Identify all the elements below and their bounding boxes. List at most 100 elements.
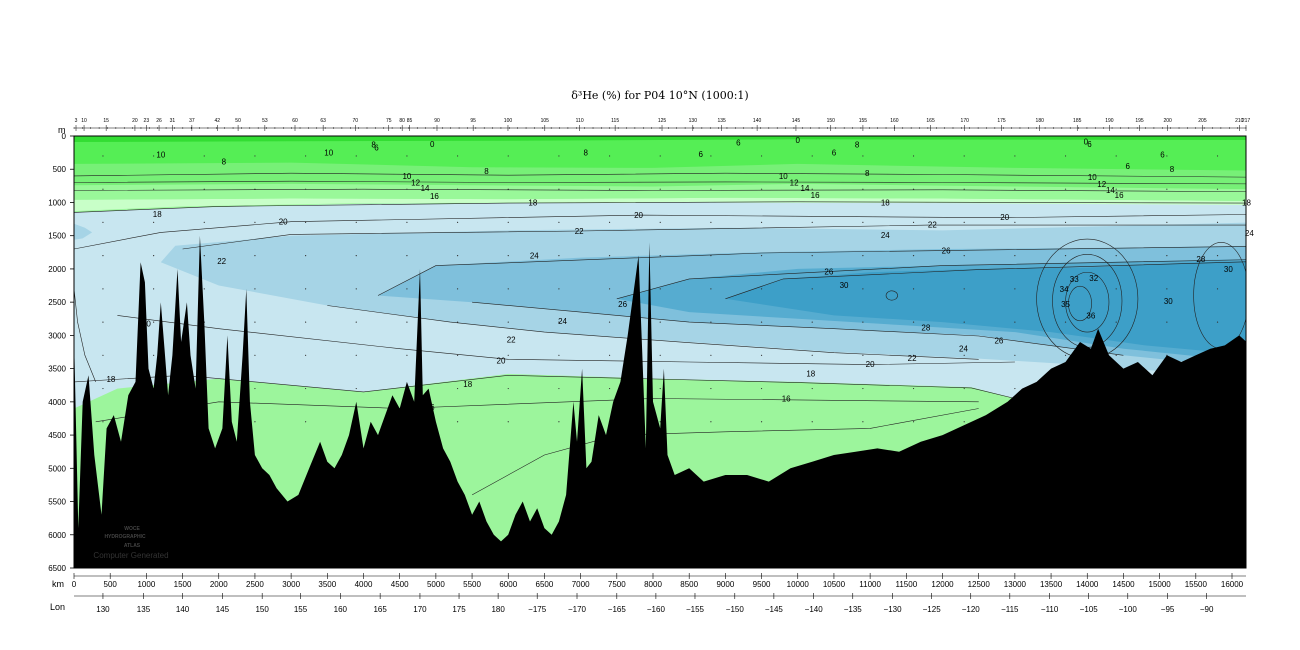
sample-dot: [608, 188, 611, 190]
contour-label: 0: [1084, 137, 1089, 146]
longitude-tick-label: 145: [216, 605, 230, 614]
sample-dot: [507, 321, 509, 323]
longitude-tick-label: 170: [413, 605, 427, 614]
sample-dot: [305, 354, 307, 356]
sample-dot: [254, 354, 256, 356]
contour-label: 6: [1160, 151, 1165, 160]
sample-dot: [203, 288, 205, 290]
sample-dot: [305, 255, 307, 257]
sample-dot: [305, 188, 307, 190]
longitude-tick-label: 175: [452, 605, 466, 614]
longitude-tick-label: −165: [608, 605, 627, 614]
longitude-tick-label: −115: [1001, 605, 1019, 614]
sample-dot: [1216, 321, 1219, 323]
sample-dot: [608, 288, 611, 290]
sample-dot: [710, 188, 712, 190]
sample-dot: [406, 255, 408, 257]
contour-label: 28: [1196, 255, 1205, 264]
distance-tick-label: 15000: [1149, 580, 1172, 589]
longitude-tick-label: −150: [726, 605, 745, 614]
sample-dot: [1115, 354, 1117, 356]
watermark-line1: WOCE: [124, 526, 140, 532]
sample-dot: [710, 321, 712, 323]
longitude-tick-label: 150: [255, 605, 269, 614]
sample-dot: [1014, 188, 1016, 190]
contour-label: 18: [463, 380, 472, 389]
sample-dot: [862, 354, 864, 356]
station-tick-label: 37: [189, 118, 195, 124]
sample-dot: [305, 321, 307, 323]
sample-dot: [507, 288, 509, 290]
contour-label: 18: [1242, 198, 1251, 207]
contour-label: 30: [1164, 297, 1173, 306]
longitude-tick-label: −100: [1119, 605, 1138, 614]
sample-dot: [760, 421, 763, 423]
sample-dot: [659, 255, 661, 257]
contour-label: 26: [824, 268, 833, 277]
contour-label: 0: [796, 136, 801, 145]
sample-dot: [659, 155, 661, 157]
sample-dot: [456, 354, 459, 356]
sample-dot: [608, 221, 611, 223]
sample-dot: [507, 155, 509, 157]
distance-tick-label: 500: [104, 580, 118, 589]
longitude-tick-label: −140: [805, 605, 824, 614]
sample-dot: [153, 354, 155, 356]
sample-dot: [811, 255, 813, 257]
sample-dot: [912, 387, 915, 390]
station-tick-label: 180: [1036, 118, 1045, 124]
sample-dot: [305, 155, 307, 157]
sample-dot: [710, 387, 712, 390]
longitude-tick-label: 165: [373, 605, 387, 614]
sample-dot: [912, 221, 915, 223]
contour-label: 12: [411, 179, 420, 188]
distance-tick-label: 9500: [753, 580, 771, 589]
sample-dot: [305, 288, 307, 290]
sample-dot: [659, 321, 661, 323]
sample-dot: [1166, 188, 1168, 190]
distance-tick-label: 7000: [572, 580, 590, 589]
sample-dot: [608, 321, 611, 323]
distance-tick-label: 3000: [282, 580, 300, 589]
longitude-label: Lon: [50, 602, 65, 612]
sample-dot: [1014, 354, 1016, 356]
sample-dot: [862, 321, 864, 323]
contour-label: 6: [1087, 140, 1092, 149]
station-tick-label: 150: [827, 118, 836, 124]
sample-dot: [1216, 155, 1219, 157]
contour-label: 16: [430, 192, 439, 201]
depth-tick-label: 6500: [48, 564, 66, 573]
contour-label: 18: [106, 375, 115, 384]
sample-dot: [102, 321, 104, 323]
contour-line-5: [182, 224, 1246, 250]
sample-dot: [406, 221, 408, 223]
sample-dot: [912, 321, 915, 323]
sample-dot: [963, 255, 965, 257]
contour-label: 34: [1060, 285, 1069, 294]
contour-label: 16: [811, 191, 820, 200]
contour-loop-3: [1068, 285, 1092, 322]
longitude-tick-label: −95: [1161, 605, 1175, 614]
sample-dot: [912, 421, 915, 423]
station-tick-label: 200: [1163, 118, 1172, 124]
depth-tick-label: 2500: [48, 298, 66, 307]
band-pale-green: [74, 197, 1246, 212]
sample-dot: [102, 255, 104, 257]
contour-line-15: [74, 288, 96, 383]
distance-tick-label: 6000: [499, 580, 517, 589]
contour-label: 24: [959, 345, 968, 354]
longitude-tick-label: −90: [1200, 605, 1214, 614]
contour-label: 10: [156, 151, 165, 160]
sample-dot: [760, 255, 763, 257]
depth-tick-label: 5000: [48, 464, 66, 473]
contour-label: 10: [402, 172, 411, 181]
sample-dot: [811, 321, 813, 323]
contour-label: 6: [832, 149, 837, 158]
contour-label: 14: [801, 184, 810, 193]
band-dark-blue: [725, 261, 1246, 355]
distance-tick-label: 14500: [1112, 580, 1135, 589]
sample-dot: [1115, 188, 1117, 190]
sample-dot: [710, 155, 712, 157]
sample-dot: [811, 288, 813, 290]
